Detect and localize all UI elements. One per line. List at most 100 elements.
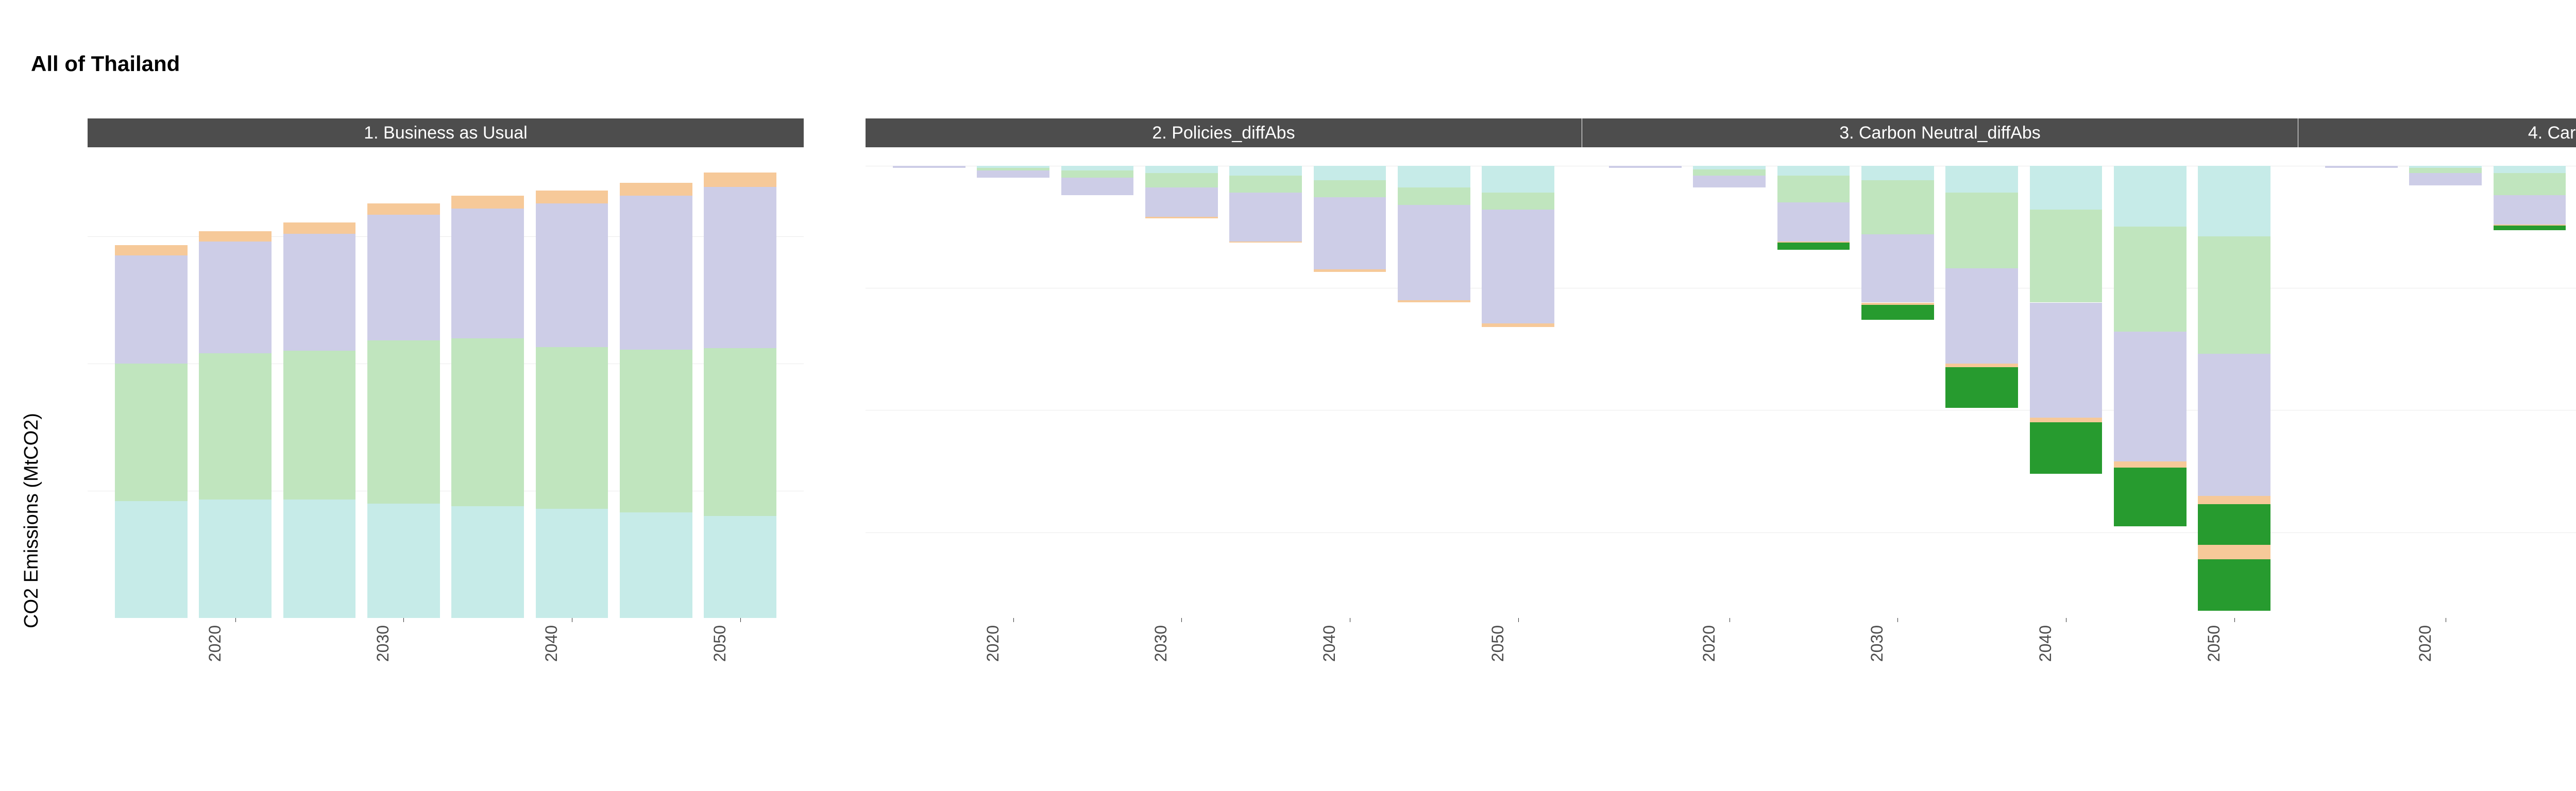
bar-segment-electricity xyxy=(1777,202,1850,242)
x-axis: 2020 2030 2040 2050 xyxy=(866,618,1582,685)
bar-segment-electricity xyxy=(620,196,692,350)
x-tick-label: 2030 xyxy=(1151,625,1211,662)
bar-segment-industry xyxy=(1777,176,1850,202)
plot-area xyxy=(1582,147,2298,618)
bar-segment-industry xyxy=(2409,168,2481,173)
bar-segment-buildings xyxy=(2030,418,2102,422)
bar-segment-electricity xyxy=(1693,176,1765,188)
bar-segment-industry xyxy=(1693,169,1765,176)
y-axis-label: CO2 Emissions (MtCO2) xyxy=(21,413,43,628)
bar-segment-electricity xyxy=(2030,303,2102,418)
plot-area xyxy=(2298,147,2576,618)
x-tick-mark xyxy=(1013,618,1014,622)
x-tick-label: 2020 xyxy=(2416,625,2476,662)
panel-title: 2. Policies_diffAbs xyxy=(1152,123,1295,143)
bar-segment-industry xyxy=(620,350,692,512)
bar-segment-industry xyxy=(451,338,523,506)
bar-segment-industry xyxy=(2494,173,2566,195)
panel-1: 1. Business as Usual01002003002020203020… xyxy=(88,118,804,685)
bar-segment-buildings xyxy=(1314,269,1386,272)
bar-segment-buildings xyxy=(536,191,608,203)
x-tick-label: 2040 xyxy=(542,625,602,662)
panel-title: 1. Business as Usual xyxy=(364,123,528,143)
bar-segment-industry xyxy=(1945,193,2018,268)
bar-segment-buildings xyxy=(199,231,271,242)
bar-segment-electricity xyxy=(1061,178,1133,195)
bar-segment-industry xyxy=(2114,227,2186,332)
panel-3: 3. Carbon Neutral_diffAbs202020302040205… xyxy=(1582,118,2298,685)
panel-title: 4. Carbon Neutral + LUC_diffAbs xyxy=(2528,123,2576,143)
x-tick-mark xyxy=(235,618,236,622)
panel-title: 3. Carbon Neutral_diffAbs xyxy=(1839,123,2041,143)
bar-segment-buildings xyxy=(1229,242,1301,243)
bar-segment-transportation xyxy=(1061,166,1133,170)
bar-segment-industry xyxy=(1398,187,1470,204)
panel-header: 1. Business as Usual xyxy=(88,118,804,147)
bar-segment-beccs xyxy=(2198,559,2270,611)
x-tick-label: 2030 xyxy=(1868,625,1927,662)
bar-segment-electricity xyxy=(283,234,355,351)
bar-segment-electricity xyxy=(115,255,187,364)
bar-segment-industry xyxy=(367,340,439,503)
bar-segment-industry xyxy=(704,348,776,516)
bar-segment-buildings xyxy=(2198,545,2270,559)
bar-segment-buildings xyxy=(1945,364,2018,367)
bar-segment-transportation xyxy=(1398,166,1470,188)
bar-segment-transportation xyxy=(2198,166,2270,237)
bar-segment-electricity xyxy=(451,209,523,338)
bar-segment-beccs xyxy=(2494,226,2566,230)
bar-segment-industry xyxy=(283,351,355,500)
bar-segment-beccs xyxy=(1861,305,1934,319)
bar-segment-transportation xyxy=(2030,166,2102,210)
bar-segment-buildings xyxy=(620,183,692,196)
x-tick-label: 2020 xyxy=(984,625,1043,662)
bar-segment-electricity xyxy=(2409,173,2481,185)
x-tick-label: 2050 xyxy=(710,625,770,662)
x-tick-label: 2050 xyxy=(1488,625,1548,662)
bar-segment-transportation xyxy=(1482,166,1554,193)
figure: All of Thailand CO2 Emissions (MtCO2) 1.… xyxy=(0,0,2576,791)
x-tick-label: 2040 xyxy=(2036,625,2096,662)
bar-segment-transportation xyxy=(1229,166,1301,176)
bar-segment-electricity xyxy=(1861,234,1934,303)
bar-segment-buildings xyxy=(2114,461,2186,468)
bar-segment-industry xyxy=(199,353,271,500)
gridline xyxy=(1582,532,2298,533)
bar-segment-transportation xyxy=(283,500,355,618)
bar-segment-buildings xyxy=(2198,496,2270,505)
x-tick-mark xyxy=(1897,618,1898,622)
bar-segment-transportation xyxy=(704,516,776,618)
bar-segment-electricity xyxy=(199,242,271,353)
bar-segment-transportation xyxy=(115,501,187,618)
bar-segment-buildings xyxy=(704,173,776,186)
x-tick-label: 2020 xyxy=(1700,625,1759,662)
panel-header: 2. Policies_diffAbs xyxy=(866,118,1582,147)
bar-segment-industry xyxy=(536,347,608,509)
bar-segment-industry xyxy=(1145,173,1217,187)
panel-header: 4. Carbon Neutral + LUC_diffAbs xyxy=(2298,118,2576,147)
x-tick-label: 2040 xyxy=(1320,625,1380,662)
bar-segment-electricity xyxy=(1229,193,1301,242)
bar-segment-buildings xyxy=(451,196,523,209)
bar-segment-buildings xyxy=(1482,323,1554,327)
bar-segment-electricity xyxy=(977,170,1049,178)
bar-segment-transportation xyxy=(2114,166,2186,227)
x-tick-label: 2030 xyxy=(374,625,433,662)
x-axis: 2020203020402050 xyxy=(1582,618,2298,685)
bar-segment-buildings xyxy=(1145,217,1217,218)
bar-segment-industry xyxy=(1229,176,1301,193)
bar-segment-electricity xyxy=(704,187,776,349)
plot-area: 0100200300 xyxy=(88,147,804,618)
bar-segment-electricity xyxy=(1945,268,2018,364)
bar-segment-industry xyxy=(1482,193,1554,210)
bar-segment-transportation xyxy=(451,506,523,618)
bar-segment-beccs xyxy=(2114,468,2186,526)
bar-segment-transportation xyxy=(1777,166,1850,176)
x-tick-mark xyxy=(1181,618,1182,622)
x-tick-mark xyxy=(2234,618,2235,622)
bar-segment-transportation xyxy=(367,504,439,618)
bar-segment-electricity xyxy=(2494,195,2566,225)
gridline xyxy=(88,236,804,237)
bar-segment-buildings xyxy=(115,245,187,255)
bar-segment-electricity xyxy=(2114,332,2186,461)
